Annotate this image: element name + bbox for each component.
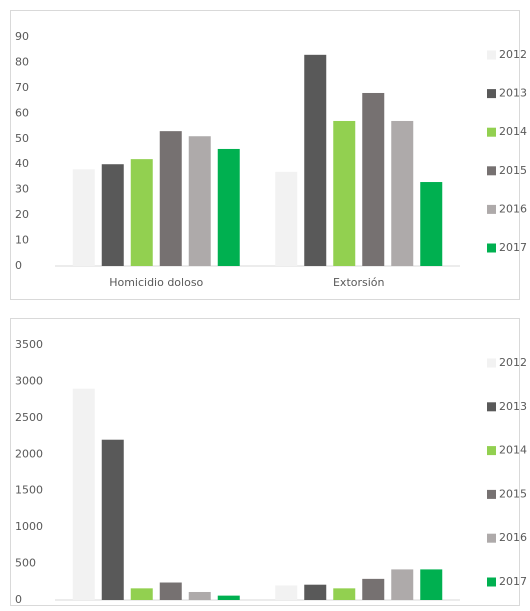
legend-swatch: [487, 243, 496, 253]
legend-label: 2015: [499, 487, 527, 500]
y-tick-label: 10: [15, 234, 29, 247]
bar: [333, 120, 356, 266]
y-tick-label: 30: [15, 183, 29, 196]
bar: [101, 439, 124, 600]
y-tick-label: 80: [15, 55, 29, 68]
legend-label: 2013: [499, 87, 527, 100]
bar: [420, 182, 443, 266]
bar: [130, 588, 153, 600]
bar: [101, 164, 124, 266]
bar: [188, 136, 211, 266]
legend-label: 2014: [499, 444, 527, 457]
legend-swatch: [487, 577, 496, 587]
y-tick-label: 70: [15, 81, 29, 94]
y-tick-label: 90: [15, 30, 29, 43]
bar: [275, 585, 298, 600]
bar: [333, 588, 356, 600]
legend-label: 2016: [499, 531, 527, 544]
bar: [217, 595, 240, 600]
y-tick-label: 0: [15, 259, 22, 272]
bar: [217, 148, 240, 266]
legend-swatch: [487, 204, 496, 214]
legend-swatch: [487, 533, 496, 543]
bar: [130, 159, 153, 266]
bar: [362, 92, 385, 266]
legend-label: 2016: [499, 202, 527, 215]
y-tick-label: 2000: [15, 447, 43, 460]
y-tick-label: 1000: [15, 520, 43, 533]
bar: [420, 569, 443, 600]
y-tick-label: 20: [15, 208, 29, 221]
bar: [391, 569, 414, 600]
y-tick-label: 50: [15, 132, 29, 145]
bar: [391, 120, 414, 266]
y-tick-label: 0: [15, 593, 22, 606]
y-tick-label: 3500: [15, 338, 43, 351]
legend-swatch: [487, 50, 496, 60]
legend-swatch: [487, 489, 496, 499]
legend-swatch: [487, 127, 496, 137]
x-tick-label: Extorsión: [333, 276, 385, 289]
bar: [72, 388, 95, 600]
bar: [275, 171, 298, 266]
y-tick-label: 2500: [15, 411, 43, 424]
chart-frame: [10, 318, 520, 606]
legend-swatch: [487, 89, 496, 99]
legend-swatch: [487, 446, 496, 456]
y-tick-label: 3000: [15, 374, 43, 387]
legend-label: 2015: [499, 164, 527, 177]
legend-label: 2013: [499, 400, 527, 413]
legend-label: 2014: [499, 125, 527, 138]
bar: [188, 591, 211, 600]
legend-label: 2017: [499, 241, 527, 254]
bar: [159, 582, 182, 600]
legend-swatch: [487, 358, 496, 368]
y-tick-label: 500: [15, 557, 36, 570]
legend-label: 2012: [499, 48, 527, 61]
bar: [304, 584, 327, 600]
legend-label: 2012: [499, 356, 527, 369]
x-tick-label: Homicidio doloso: [109, 276, 203, 289]
bar: [159, 131, 182, 266]
legend-label: 2017: [499, 575, 527, 588]
y-tick-label: 1500: [15, 484, 43, 497]
bar: [72, 169, 95, 266]
bar: [304, 54, 327, 266]
bar: [362, 578, 385, 600]
y-tick-label: 60: [15, 106, 29, 119]
legend-swatch: [487, 166, 496, 176]
legend-swatch: [487, 402, 496, 412]
y-tick-label: 40: [15, 157, 29, 170]
